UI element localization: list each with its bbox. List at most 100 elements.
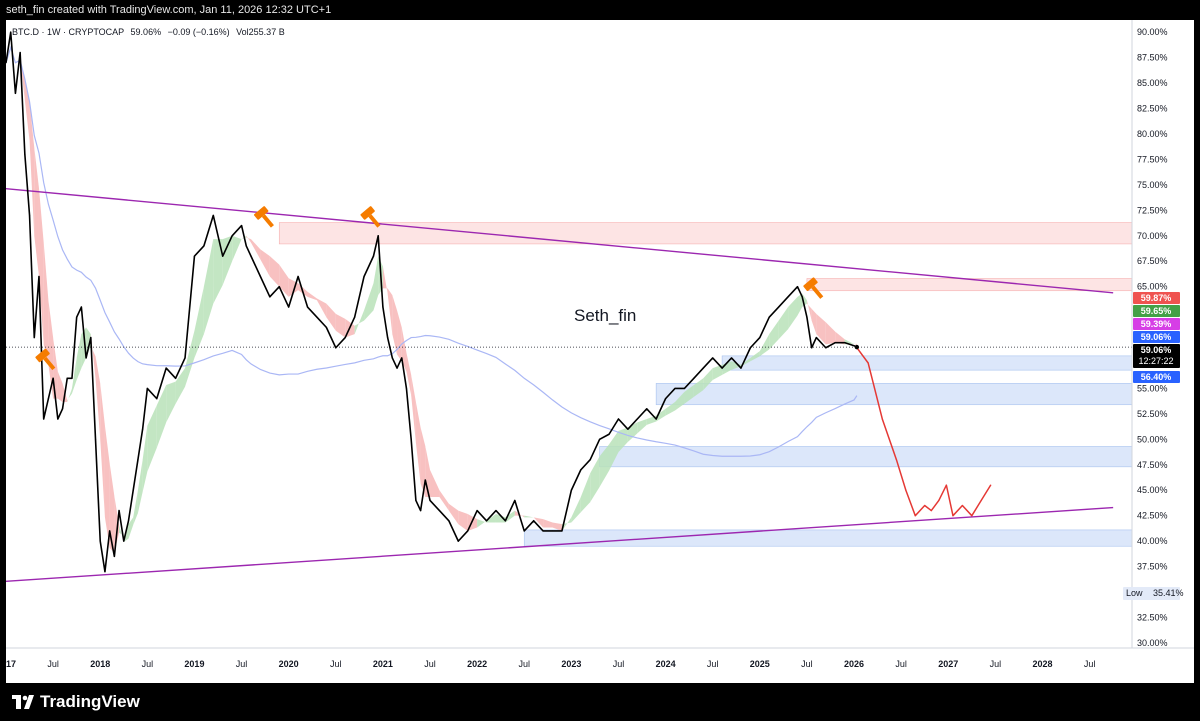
bear-cloud-segment (806, 300, 812, 321)
hammer-handle (261, 214, 274, 228)
price-point (57, 418, 59, 420)
price-point (627, 428, 629, 430)
price-point (721, 367, 723, 369)
price-point (175, 377, 177, 379)
price-point (66, 377, 68, 379)
price-label-text: 56.40% (1141, 372, 1172, 382)
y-tick-label: 52.50% (1137, 409, 1168, 419)
price-point (127, 520, 130, 522)
btc-dominance-line (6, 31, 858, 573)
bear-cloud-segment (439, 490, 449, 511)
x-tick-label: Jul (330, 659, 342, 669)
price-point (19, 51, 21, 54)
y-tick-label: 65.00% (1137, 282, 1168, 292)
price-point (834, 342, 836, 344)
projection-point (881, 418, 883, 420)
price-point (608, 433, 610, 435)
price-point (485, 520, 488, 522)
price-point (269, 296, 271, 298)
price-axis: 90.00% 87.50% 85.00% 82.50% 80.00% 77.50% 75.0… (1137, 27, 1168, 648)
projection-line (856, 347, 992, 517)
hammer-head (803, 277, 818, 291)
bear-cloud-segment (279, 264, 289, 297)
bull-cloud-segment (675, 391, 685, 411)
bear-cloud-segment (420, 427, 426, 498)
x-tick-label: 2020 (279, 659, 299, 669)
price-point (551, 530, 554, 532)
bear-cloud-segment (448, 503, 459, 525)
bull-cloud-segment (693, 378, 704, 397)
price-point (137, 459, 139, 461)
price-point (712, 357, 714, 359)
price-point (28, 214, 31, 217)
bull-cloud-segment (175, 368, 186, 404)
bull-cloud-segment (561, 517, 572, 531)
price-point (382, 306, 384, 308)
projection-point (980, 499, 982, 502)
bear-cloud-segment (816, 313, 826, 345)
price-point (801, 296, 803, 298)
tradingview-logo[interactable]: TradingView (12, 691, 140, 713)
bear-cloud-segment (38, 188, 44, 345)
projection-point (990, 484, 992, 486)
bear-cloud-segment (24, 79, 30, 141)
x-tick-label: 2021 (373, 659, 393, 669)
chart-canvas[interactable]: Seth_fin BTC.D · 1W · CRYPTOCAP 59.06% −… (6, 20, 1194, 683)
top-caption-bar: seth_fin created with TradingView.com, J… (0, 0, 1200, 20)
hammer-handle (811, 285, 824, 299)
bear-cloud-segment (411, 374, 416, 443)
hammer-marker-layer (35, 206, 824, 371)
bear-cloud-segment (260, 249, 270, 277)
bull-cloud-segment (495, 513, 506, 523)
bull-cloud-segment (769, 320, 779, 350)
bear-cloud-segment (250, 239, 261, 260)
x-tick-label: Jul (990, 659, 1002, 669)
price-point (6, 62, 7, 64)
price-point (457, 540, 459, 542)
bear-cloud-segment (392, 295, 398, 355)
resistance-zone (806, 278, 1133, 292)
price-label-text: 59.87% (1141, 293, 1172, 303)
y-tick-label: 87.50% (1137, 53, 1168, 63)
bear-cloud-segment (246, 235, 251, 243)
bull-cloud-segment (364, 283, 374, 321)
price-point (844, 342, 846, 344)
bull-cloud-segment (133, 490, 138, 526)
price-point (344, 336, 346, 339)
price-point (853, 345, 855, 347)
bear-cloud-segment (854, 343, 857, 346)
price-point (184, 357, 186, 359)
bear-cloud-segment (825, 322, 836, 345)
bull-cloud-segment (665, 402, 676, 416)
legend-change: −0.09 (−0.16%) (168, 27, 230, 37)
price-point (109, 530, 111, 532)
bear-cloud-segment (835, 331, 845, 345)
price-point (674, 387, 676, 390)
support-zone (721, 355, 1133, 371)
moving-average-layer (6, 45, 858, 554)
bull-cloud-segment (505, 510, 515, 523)
countdown-text: 12:27:22 (1138, 356, 1173, 366)
hammer-head (35, 348, 50, 363)
price-point (240, 225, 243, 227)
price-point (636, 418, 638, 420)
price-point (10, 31, 12, 33)
price-point (118, 509, 120, 512)
price-point (80, 306, 82, 308)
bull-cloud-segment (373, 256, 379, 311)
price-point (759, 336, 761, 339)
bull-cloud-segment (759, 334, 770, 357)
x-tick-label: 2026 (844, 659, 864, 669)
bull-cloud-segment (354, 310, 365, 335)
y-tick-label: 47.50% (1137, 460, 1168, 470)
hammer-handle (43, 356, 56, 371)
price-label-badge (1133, 305, 1180, 317)
footer-bar: TradingView (0, 683, 1200, 721)
projection-point (961, 504, 963, 507)
price-point (43, 418, 45, 420)
chart-area[interactable]: Seth_fin BTC.D · 1W · CRYPTOCAP 59.06% −… (6, 20, 1194, 683)
support-zone (599, 446, 1133, 468)
price-point (410, 438, 412, 440)
hammer-icon (803, 277, 824, 299)
bull-cloud-segment (590, 456, 600, 503)
